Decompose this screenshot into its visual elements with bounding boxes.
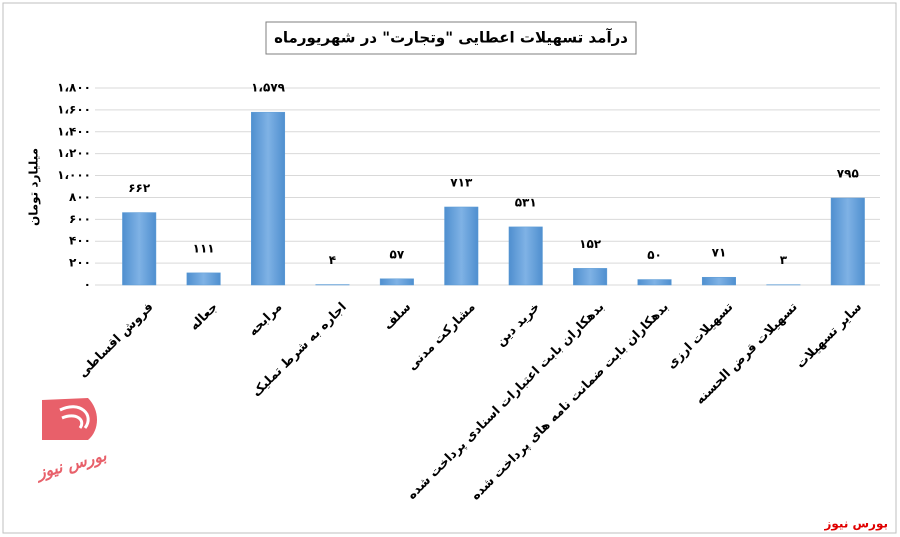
value-label: ۷۹۵	[837, 166, 859, 180]
y-tick-label: ۲۰۰	[69, 256, 91, 270]
bar	[573, 268, 608, 286]
value-label: ۷۱۳	[450, 175, 473, 189]
bar	[186, 272, 221, 286]
value-label: ۵۳۱	[515, 195, 537, 209]
title-box	[265, 21, 637, 55]
bar	[830, 197, 865, 286]
y-tick-label: ۱،۲۰۰	[57, 146, 91, 160]
value-label: ۵۰	[647, 248, 662, 262]
chart-title: درآمد تسهیلات اعطایی "وتجارت" در شهریورم…	[274, 29, 628, 47]
value-label: ۵۷	[390, 247, 405, 261]
value-label: ۱۱۱	[193, 241, 215, 255]
y-tick-label: ۴۰۰	[69, 234, 91, 248]
y-tick-label: ۱،۰۰۰	[57, 168, 91, 182]
watermark: بورس نیوز	[823, 517, 888, 532]
bar	[251, 111, 286, 286]
value-label: ۴	[329, 253, 336, 267]
y-tick-label: ۰	[84, 278, 91, 292]
y-tick-label: ۱،۸۰۰	[57, 81, 91, 95]
bar	[637, 279, 672, 286]
y-tick-label: ۱،۴۰۰	[57, 124, 91, 138]
bar	[444, 206, 479, 286]
y-axis-label: میلیارد تومان	[27, 148, 42, 226]
logo-swirl	[59, 405, 90, 429]
value-label: ۱،۵۷۹	[251, 81, 286, 95]
value-label: ۶۶۲	[128, 181, 151, 195]
bar	[508, 226, 543, 286]
bar	[701, 276, 736, 286]
y-tick-label: ۶۰۰	[69, 212, 91, 226]
y-tick-label: ۱،۶۰۰	[57, 102, 91, 116]
value-label: ۳	[780, 253, 788, 267]
bar	[379, 278, 414, 286]
value-label: ۱۵۲	[579, 237, 602, 251]
y-tick-label: ۸۰۰	[69, 190, 91, 204]
bar	[122, 212, 157, 286]
value-label: ۷۱	[712, 246, 727, 260]
